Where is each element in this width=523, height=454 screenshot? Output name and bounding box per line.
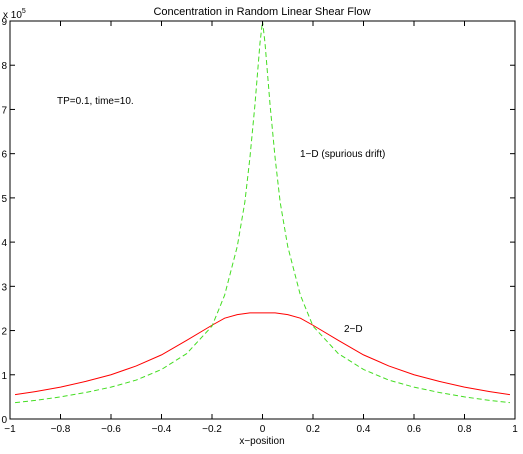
- x-tick-label: 0.6: [407, 424, 421, 435]
- x-tick-label: −1: [4, 424, 16, 435]
- y-tick-label: 4: [1, 238, 7, 249]
- y-tick-label: 6: [1, 150, 7, 161]
- x-tick-label: 1: [512, 424, 518, 435]
- y-tick-label: 8: [1, 61, 7, 72]
- y-ticks: 0 1 2 3 4 5 6 7 8 9: [1, 17, 515, 426]
- chart-title: Concentration in Random Linear Shear Flo…: [153, 6, 370, 18]
- annotation-2d-label: 2−D: [344, 324, 363, 335]
- x-tick-label: 0.8: [458, 424, 472, 435]
- x-axis-label: x−position: [239, 436, 284, 447]
- x-tick-label: −0.4: [152, 424, 172, 435]
- annotation-1d-label: 1−D (spurious drift): [300, 149, 385, 160]
- axes-box: [9, 20, 516, 420]
- y-tick-label: 3: [1, 282, 7, 293]
- x-tick-label: 0: [260, 424, 266, 435]
- y-tick-label: 2: [1, 327, 7, 338]
- x-tick-label: 0.4: [357, 424, 371, 435]
- y-scale-exponent: 5: [22, 8, 26, 15]
- y-tick-label: 9: [1, 17, 7, 28]
- y-tick-label: 0: [1, 415, 7, 426]
- x-tick-label: −0.6: [101, 424, 121, 435]
- y-tick-label: 7: [1, 105, 7, 116]
- y-tick-label: 5: [1, 194, 7, 205]
- series-line-1d: [14, 20, 511, 404]
- x-tick-label: 0.2: [306, 424, 320, 435]
- series-layer: [14, 20, 511, 404]
- x-tick-label: −0.8: [51, 424, 71, 435]
- series-line-2d: [14, 312, 511, 396]
- y-scale-multiplier: x 105: [3, 8, 26, 21]
- y-tick-label: 1: [1, 371, 7, 382]
- x-ticks: −1 −0.8 −0.6 −0.4 −0.2 0 0.2 0.4 0.6 0.8 1: [4, 21, 518, 435]
- x-tick-label: −0.2: [202, 424, 222, 435]
- annotation-params: TP=0.1, time=10.: [57, 96, 134, 107]
- y-scale-base: x 10: [3, 10, 22, 21]
